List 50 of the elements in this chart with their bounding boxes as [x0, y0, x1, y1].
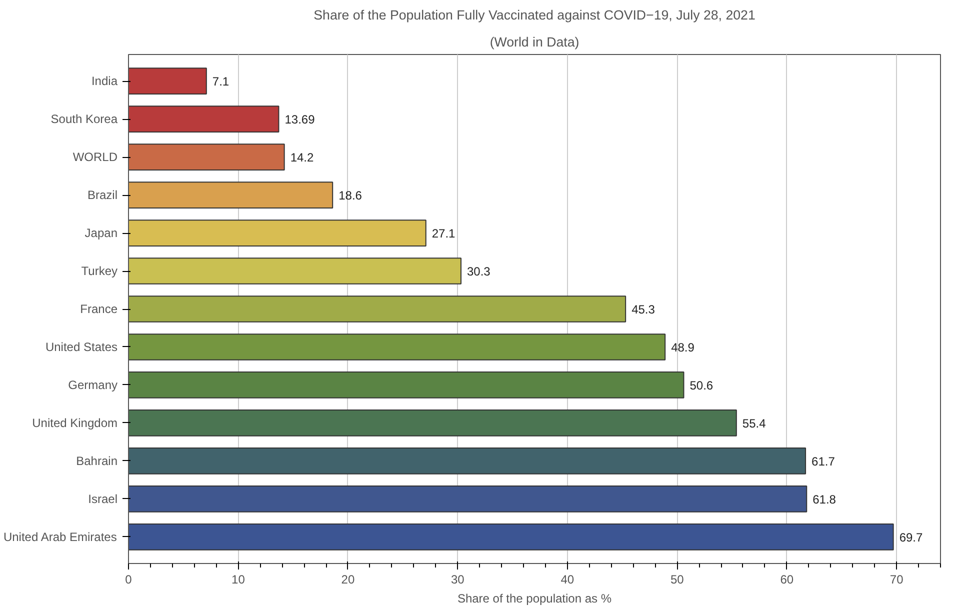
- x-tick-label: 0: [125, 572, 132, 586]
- y-tick-label: Bahrain: [76, 454, 118, 468]
- bar: [128, 523, 894, 550]
- data-label: 45.3: [632, 302, 656, 316]
- y-tick-label: India: [91, 74, 118, 88]
- y-tick-label: WORLD: [72, 150, 118, 164]
- data-label: 48.9: [671, 340, 695, 354]
- bar: [128, 372, 684, 398]
- data-label: 14.2: [290, 150, 314, 165]
- x-tick-label: 10: [232, 572, 246, 586]
- y-tick-label: United Arab Emirates: [3, 530, 117, 544]
- y-tick-label: United States: [45, 340, 118, 354]
- data-label: 7.1: [212, 74, 230, 89]
- data-label: 50.6: [690, 378, 714, 392]
- y-tick-label: Japan: [84, 226, 118, 240]
- data-label: 27.1: [432, 226, 456, 241]
- data-label: 61.8: [812, 492, 836, 506]
- bar: [128, 258, 462, 284]
- data-label: 55.4: [742, 416, 766, 430]
- data-label: 30.3: [466, 264, 491, 279]
- bar: [128, 334, 666, 360]
- y-tick-label: Germany: [68, 378, 118, 392]
- y-tick-label: Turkey: [81, 264, 118, 278]
- y-tick-label: Israel: [88, 492, 118, 506]
- y-tick-label: United Kingdom: [32, 416, 118, 430]
- bar: [128, 182, 334, 208]
- x-tick-label: 60: [780, 572, 794, 586]
- x-tick-label: 70: [890, 572, 904, 586]
- x-tick-label: 40: [560, 572, 574, 586]
- bar: [128, 410, 737, 436]
- bar: [128, 220, 426, 246]
- bar: [128, 106, 280, 132]
- y-tick-label: France: [80, 302, 118, 316]
- data-label: 61.7: [812, 454, 836, 468]
- chart-subtitle: (World in Data): [490, 34, 580, 50]
- data-label: 13.69: [284, 112, 316, 127]
- x-axis-title: Share of the population as %: [457, 592, 612, 606]
- x-tick-label: 20: [341, 572, 355, 586]
- data-label: 18.6: [338, 188, 362, 203]
- bar: [128, 486, 808, 512]
- data-label: 69.7: [899, 530, 923, 544]
- bar: [128, 68, 207, 95]
- y-tick-label: Brazil: [87, 188, 118, 202]
- chart-title: Share of the Population Fully Vaccinated against COVID−19, July 28, 2021: [314, 8, 756, 22]
- y-tick-label: South Korea: [50, 112, 118, 126]
- bar: [128, 296, 626, 322]
- x-tick-label: 50: [670, 572, 684, 586]
- bar: [128, 144, 285, 170]
- bar: [128, 448, 806, 474]
- x-tick-label: 30: [451, 572, 465, 586]
